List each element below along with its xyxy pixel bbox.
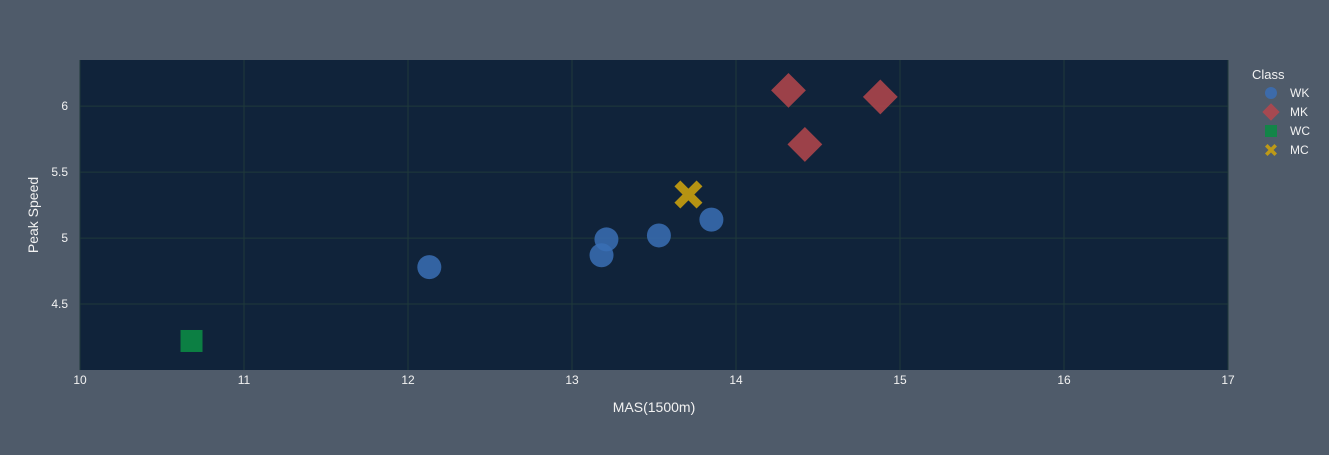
series-mk xyxy=(771,72,898,162)
legend-item-mc: MC xyxy=(1265,143,1309,157)
legend-item-wk: WK xyxy=(1265,86,1309,100)
data-point-mc xyxy=(674,180,703,209)
x-tick-label: 15 xyxy=(893,373,907,387)
legend-marker-wk xyxy=(1265,87,1277,99)
y-tick-label: 6 xyxy=(61,99,68,113)
legend-label: MK xyxy=(1290,105,1308,119)
data-point-mk xyxy=(787,127,823,162)
data-point-wc xyxy=(180,329,203,352)
legend-item-mk: MK xyxy=(1262,103,1308,121)
series-wk xyxy=(417,207,724,280)
x-tick-label: 14 xyxy=(729,373,743,387)
legend-item-wc: WC xyxy=(1265,124,1310,138)
x-tick-label: 16 xyxy=(1057,373,1071,387)
y-tick-label: 4.5 xyxy=(51,297,68,311)
y-tick-label: 5 xyxy=(61,231,68,245)
x-tick-label: 17 xyxy=(1221,373,1235,387)
x-tick-label: 12 xyxy=(401,373,415,387)
legend-label: WK xyxy=(1290,86,1309,100)
data-point-wk xyxy=(646,223,671,248)
data-point-mk xyxy=(862,79,898,115)
legend-title: Class xyxy=(1252,67,1285,82)
legend-label: WC xyxy=(1290,124,1310,138)
x-tick-label: 11 xyxy=(238,373,251,387)
plot-area xyxy=(80,60,1228,370)
legend-marker-mc xyxy=(1265,144,1277,156)
series-wc xyxy=(180,329,203,352)
legend: Class WK MK WC MC xyxy=(1252,67,1310,157)
legend-marker-mk xyxy=(1262,103,1280,121)
x-tick-label: 10 xyxy=(73,373,87,387)
data-point-mk xyxy=(771,72,806,108)
y-axis-title: Peak Speed xyxy=(25,177,41,253)
data-point-wk xyxy=(699,207,724,232)
legend-marker-wc xyxy=(1265,125,1277,137)
data-point-wk xyxy=(417,255,442,280)
x-tick-label: 13 xyxy=(565,373,579,387)
legend-label: MC xyxy=(1290,143,1309,157)
y-tick-label: 5.5 xyxy=(51,165,68,179)
x-axis-title: MAS(1500m) xyxy=(613,399,695,415)
data-point-wk xyxy=(594,227,619,252)
series-mc xyxy=(674,180,703,209)
